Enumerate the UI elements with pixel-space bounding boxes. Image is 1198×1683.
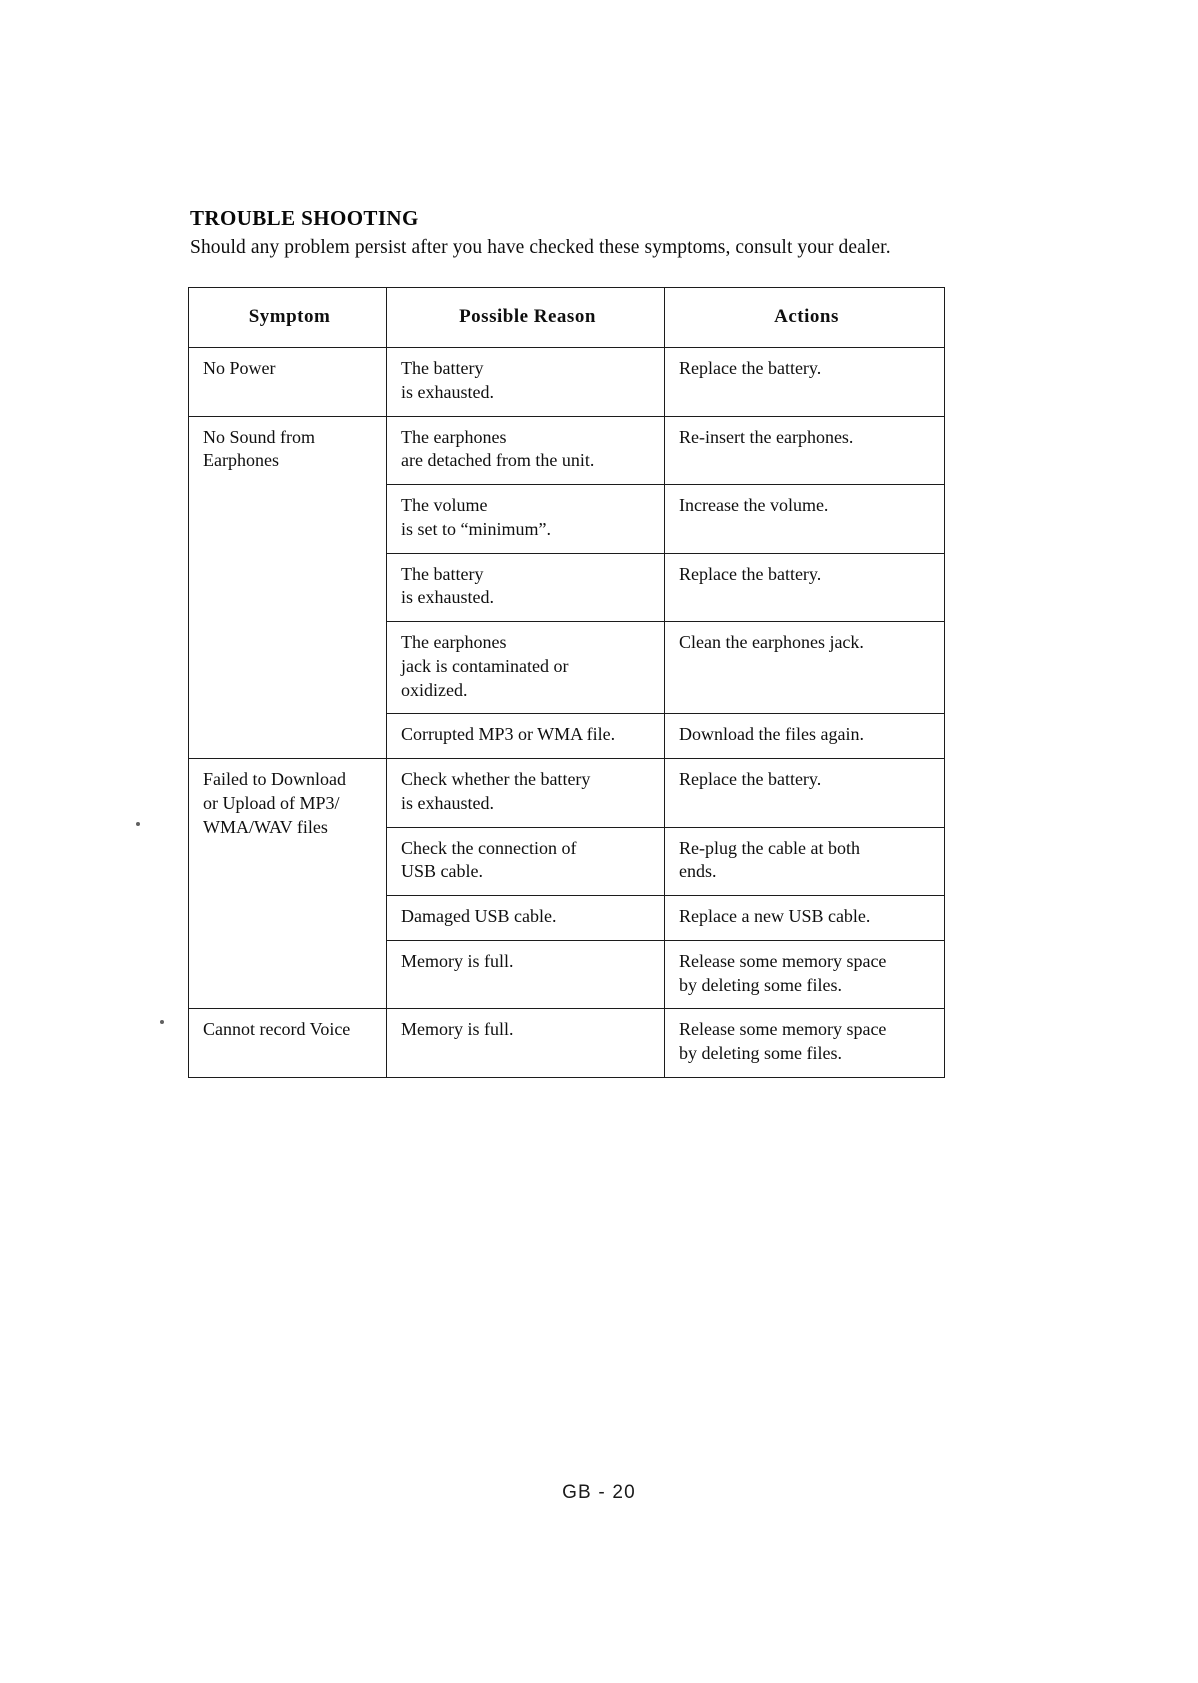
- cell-action: Replace a new USB cable.: [664, 895, 945, 941]
- cell-symptom: Failed to Download or Upload of MP3/ WMA…: [188, 758, 387, 1010]
- heading-block: TROUBLE SHOOTING Should any problem pers…: [190, 205, 950, 261]
- table-header-row: Symptom Possible Reason Actions: [188, 286, 945, 349]
- scan-speckle: [136, 822, 140, 826]
- cell-action: Release some memory space by deleting so…: [664, 939, 945, 1010]
- cell-possible-reason: The battery is exhausted.: [386, 552, 665, 623]
- cell-possible-reason: The earphones jack is contaminated or ox…: [386, 621, 665, 715]
- table-row: Check the connection of USB cable. Re-plu…: [189, 826, 945, 897]
- table-body: No Power The battery is exhausted. Replace…: [188, 347, 945, 1078]
- scan-speckle: [160, 1020, 164, 1024]
- cell-possible-reason: Check whether the battery is exhausted.: [386, 758, 665, 828]
- table-row: Cannot record Voice Memory is full. Releas…: [188, 1008, 945, 1078]
- table-row: The earphones jack is contaminated or ox…: [189, 621, 945, 715]
- cell-possible-reason: Corrupted MP3 or WMA file.: [386, 713, 665, 760]
- cell-action: Replace the battery.: [664, 552, 945, 623]
- cell-possible-reason: The battery is exhausted.: [386, 347, 665, 417]
- cell-possible-reason: Memory is full.: [386, 1008, 665, 1078]
- cell-action: Re-plug the cable at both ends.: [664, 826, 945, 897]
- cell-symptom: Cannot record Voice: [188, 1008, 387, 1078]
- cell-symptom: No Sound from Earphones: [188, 415, 387, 760]
- table-row: Memory is full. Release some memory space…: [189, 939, 945, 1010]
- cell-possible-reason: Check the connection of USB cable.: [386, 826, 665, 897]
- cell-action: Increase the volume.: [664, 484, 945, 554]
- cell-symptom: No Power: [188, 347, 387, 417]
- column-header-actions: Actions: [664, 286, 945, 349]
- cell-possible-reason: Damaged USB cable.: [386, 895, 665, 941]
- cell-action: Replace the battery.: [664, 758, 945, 828]
- cell-possible-reason: The volume is set to “minimum”.: [386, 484, 665, 554]
- table-header: Symptom Possible Reason Actions: [188, 286, 945, 349]
- table-row: The battery is exhausted. Replace the bat…: [189, 552, 945, 623]
- troubleshooting-table: Symptom Possible Reason Actions No Power…: [188, 286, 945, 1078]
- page-subtitle: Should any problem persist after you hav…: [190, 237, 891, 259]
- page-footer: GB - 20: [562, 1482, 636, 1503]
- column-header-symptom: Symptom: [188, 286, 387, 349]
- cell-action: Release some memory space by deleting so…: [664, 1008, 945, 1078]
- table-row: Damaged USB cable. Replace a new USB cabl…: [189, 895, 945, 941]
- troubleshooting-table-wrapper: Symptom Possible Reason Actions No Power…: [188, 286, 945, 1078]
- table-row: Corrupted MP3 or WMA file. Download the f…: [189, 713, 945, 760]
- cell-action: Clean the earphones jack.: [664, 621, 945, 715]
- cell-possible-reason: The earphones are detached from the unit…: [386, 415, 665, 486]
- cell-action: Download the files again.: [664, 713, 945, 760]
- table-row: Failed to Download or Upload of MP3/ WMA…: [188, 758, 945, 1010]
- table-row: No Sound from Earphones The earphones are…: [188, 415, 945, 760]
- cell-possible-reason: Memory is full.: [386, 939, 665, 1010]
- page-title: TROUBLE SHOOTING: [190, 206, 419, 230]
- table-row: No Power The battery is exhausted. Replace…: [188, 347, 945, 417]
- column-header-possible-reason: Possible Reason: [386, 286, 665, 349]
- cell-action: Re-insert the earphones.: [664, 415, 945, 486]
- table-row: The volume is set to “minimum”. Increase …: [189, 484, 945, 554]
- cell-action: Replace the battery.: [664, 347, 945, 417]
